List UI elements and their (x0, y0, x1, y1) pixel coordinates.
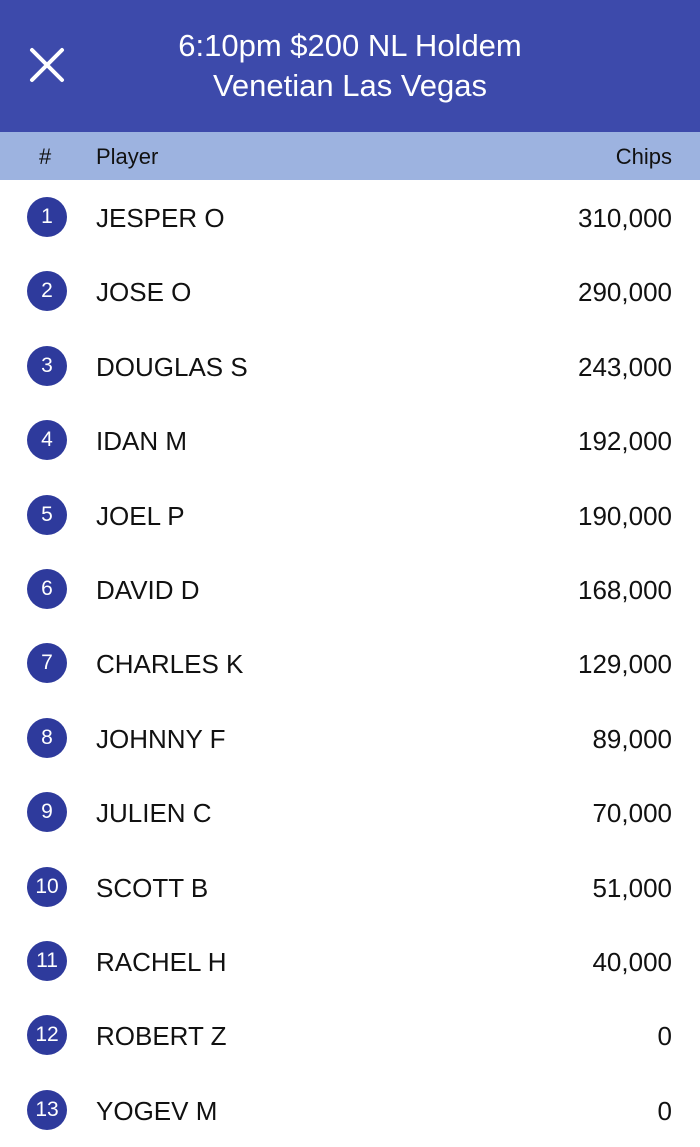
player-row[interactable]: 5 JOEL P 190,000 (0, 478, 700, 552)
chip-count: 243,000 (578, 351, 672, 382)
player-row[interactable]: 10 SCOTT B 51,000 (0, 850, 700, 924)
chip-count: 290,000 (578, 277, 672, 308)
column-header: # Player Chips (0, 132, 700, 180)
player-name: JESPER O (96, 203, 225, 233)
chip-count: 0 (657, 1021, 672, 1052)
player-name: JOSE O (96, 277, 192, 308)
player-name: DAVID D (96, 574, 200, 605)
player-name: JOEL P (96, 500, 185, 531)
player-name: DOUGLAS S (96, 351, 248, 382)
player-name: CHARLES K (96, 649, 244, 680)
player-row[interactable]: 11 RACHEL H 40,000 (0, 924, 700, 998)
player-list: 1 JESPER O 310,000 2 JOSE O 290,000 3 DOUG… (0, 180, 700, 1147)
player-row[interactable]: 1 JESPER O 310,000 (0, 180, 700, 254)
header-bar: 6:10pm $200 NL Holdem Venetian Las Vegas (0, 0, 700, 132)
chip-count: 89,000 (592, 723, 672, 754)
rank-badge: 6 (27, 568, 67, 609)
title-line-2: Venetian Las Vegas (212, 68, 488, 103)
rank-badge: 1 (27, 197, 67, 237)
rank-badge: 12 (27, 1015, 67, 1056)
rank-badge: 3 (27, 345, 67, 386)
chip-count: 168,000 (578, 574, 672, 605)
rank-badge: 5 (27, 494, 67, 535)
chip-count: 190,000 (578, 500, 672, 531)
player-name: RACHEL H (96, 946, 227, 977)
column-player: Player (96, 144, 159, 169)
rank-badge: 2 (27, 271, 67, 312)
rank-badge: 7 (27, 643, 67, 684)
player-row[interactable]: 7 CHARLES K 129,000 (0, 626, 700, 700)
player-row[interactable]: 6 DAVID D 168,000 (0, 552, 700, 626)
rank-badge: 8 (27, 717, 67, 758)
player-row[interactable]: 13 YOGEV M 0 (0, 1073, 700, 1147)
chip-count: 129,000 (578, 649, 672, 680)
chip-count: 51,000 (592, 872, 672, 903)
player-row[interactable]: 4 IDAN M 192,000 (0, 403, 700, 477)
rank-badge: 11 (27, 940, 67, 981)
column-rank: # (39, 144, 52, 169)
rank-badge: 4 (27, 420, 67, 461)
player-row[interactable]: 9 JULIEN C 70,000 (0, 775, 700, 849)
chip-count: 70,000 (592, 798, 672, 829)
page-title: 6:10pm $200 NL Holdem Venetian Las Vegas (0, 26, 700, 106)
chip-count: 192,000 (578, 426, 672, 457)
player-row[interactable]: 8 JOHNNY F 89,000 (0, 701, 700, 775)
player-row[interactable]: 3 DOUGLAS S 243,000 (0, 329, 700, 403)
rank-badge: 13 (27, 1089, 67, 1130)
close-icon[interactable] (28, 46, 66, 84)
player-name: SCOTT B (96, 872, 209, 903)
title-line-1: 6:10pm $200 NL Holdem (178, 28, 522, 63)
player-row[interactable]: 12 ROBERT Z 0 (0, 998, 700, 1072)
player-name: IDAN M (96, 426, 187, 457)
chip-count: 40,000 (592, 946, 672, 977)
column-chips: Chips (615, 144, 672, 169)
chip-count: 0 (657, 1095, 672, 1126)
chip-count: 310,000 (578, 203, 672, 233)
player-name: JOHNNY F (96, 723, 226, 754)
rank-badge: 10 (27, 866, 67, 907)
player-name: ROBERT Z (96, 1021, 227, 1052)
player-name: YOGEV M (96, 1095, 218, 1126)
rank-badge: 9 (27, 792, 67, 833)
player-row[interactable]: 2 JOSE O 290,000 (0, 254, 700, 328)
player-name: JULIEN C (96, 798, 212, 829)
